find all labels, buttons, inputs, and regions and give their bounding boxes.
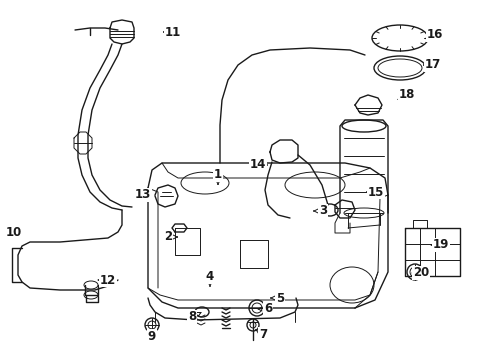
- Text: 3: 3: [318, 204, 326, 217]
- Text: 10: 10: [6, 225, 22, 238]
- Text: 20: 20: [412, 266, 428, 279]
- Text: 9: 9: [147, 329, 156, 342]
- Text: 7: 7: [259, 328, 266, 341]
- Text: 11: 11: [164, 26, 181, 39]
- Text: 1: 1: [214, 168, 222, 181]
- Text: 19: 19: [432, 238, 448, 252]
- Text: 12: 12: [100, 274, 116, 287]
- Text: 15: 15: [367, 185, 384, 198]
- Text: 2: 2: [163, 230, 172, 243]
- Text: 16: 16: [426, 28, 442, 41]
- Text: 14: 14: [249, 158, 265, 171]
- Text: 6: 6: [264, 302, 271, 315]
- Text: 17: 17: [424, 58, 440, 72]
- Text: 13: 13: [135, 189, 151, 202]
- Text: 5: 5: [275, 292, 284, 305]
- Text: 4: 4: [205, 270, 214, 284]
- Text: 18: 18: [398, 89, 414, 102]
- Text: 8: 8: [187, 310, 196, 324]
